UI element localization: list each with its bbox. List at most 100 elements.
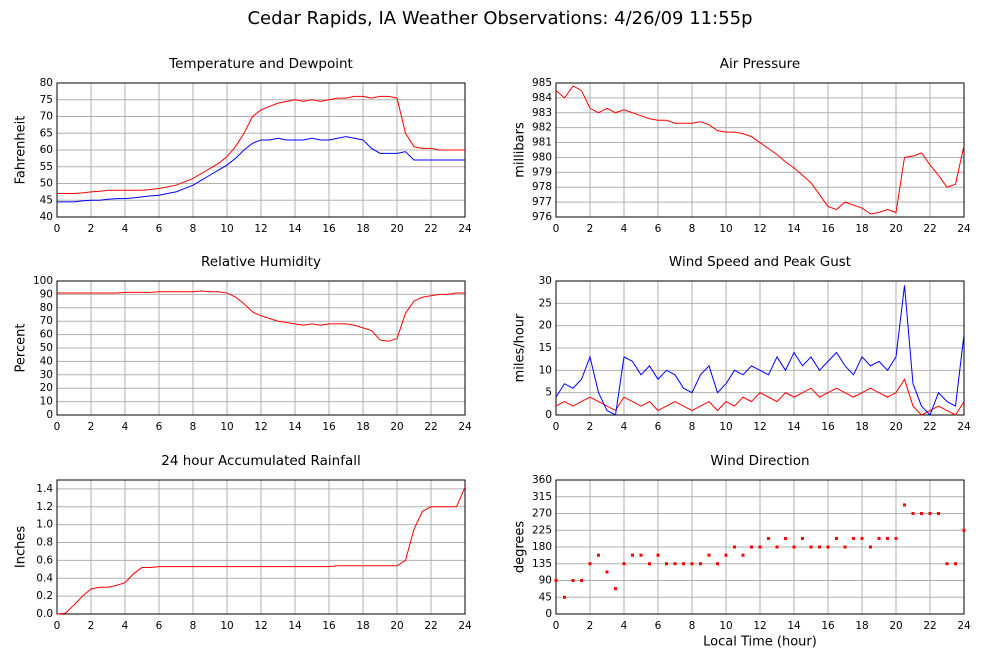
data-point — [614, 587, 617, 591]
y-tick-label: 135 — [532, 558, 552, 570]
data-point — [588, 562, 592, 566]
y-tick-label: 983 — [532, 107, 552, 119]
x-tick-label: 2 — [88, 620, 95, 632]
x-tick-label: 6 — [156, 620, 163, 632]
data-line — [57, 290, 465, 342]
y-tick-label: 70 — [40, 111, 53, 123]
x-tick-label: 16 — [821, 421, 835, 433]
x-tick-label: 18 — [855, 620, 868, 632]
x-tick-label: 14 — [288, 421, 302, 433]
x-tick-label: 6 — [655, 223, 662, 235]
y-tick-label: 977 — [532, 196, 552, 208]
x-tick-label: 12 — [753, 223, 766, 235]
data-line — [555, 85, 965, 215]
y-axis-label: Fahrenheit — [14, 116, 29, 185]
x-tick-label: 22 — [923, 421, 936, 433]
x-tick-label: 12 — [254, 421, 267, 433]
data-line — [56, 486, 466, 615]
x-tick-label: 12 — [753, 421, 766, 433]
data-point — [903, 503, 906, 507]
y-tick-label: 982 — [532, 122, 552, 134]
x-tick-label: 2 — [587, 620, 594, 632]
x-tick-label: 16 — [322, 223, 336, 235]
plot-frame — [56, 479, 466, 615]
data-point — [869, 545, 872, 549]
data-point — [707, 553, 711, 557]
data-point — [809, 545, 813, 549]
data-point — [571, 579, 575, 582]
x-tick-label: 0 — [54, 223, 61, 235]
data-point — [639, 553, 643, 557]
x-tick-label: 6 — [655, 620, 662, 632]
data-point — [860, 536, 864, 540]
x-tick-label: 20 — [390, 421, 403, 433]
chart-title: Wind Speed and Peak Gust — [669, 254, 851, 270]
data-point — [724, 553, 728, 557]
y-axis-label: Inches — [14, 526, 29, 568]
x-tick-label: 0 — [553, 223, 560, 235]
x-tick-label: 2 — [587, 421, 594, 433]
chart-title: 24 hour Accumulated Rainfall — [161, 453, 360, 469]
x-tick-label: 24 — [957, 421, 971, 433]
x-tick-label: 24 — [957, 620, 971, 632]
y-tick-label: 80 — [40, 77, 53, 89]
y-tick-label: 0.0 — [36, 608, 53, 620]
y-tick-label: 15 — [539, 342, 552, 354]
y-tick-label: 225 — [532, 524, 552, 536]
y-tick-label: 40 — [40, 211, 53, 223]
x-tick-label: 24 — [458, 421, 472, 433]
data-point — [767, 536, 770, 540]
x-tick-label: 4 — [122, 421, 129, 433]
data-point — [554, 579, 558, 582]
x-tick-label: 8 — [190, 620, 197, 632]
data-point — [954, 562, 957, 566]
y-tick-label: 55 — [40, 161, 53, 173]
data-point — [911, 512, 915, 515]
x-tick-label: 16 — [322, 421, 336, 433]
y-tick-label: 984 — [532, 92, 552, 104]
y-axis-label: Percent — [14, 324, 29, 373]
data-line — [555, 285, 965, 416]
plot-frame — [555, 82, 965, 218]
y-tick-label: 1.4 — [36, 483, 53, 495]
y-tick-label: 90 — [40, 288, 53, 300]
x-tick-label: 0 — [54, 421, 61, 433]
x-tick-label: 20 — [889, 421, 902, 433]
y-tick-label: 70 — [40, 315, 53, 327]
y-tick-label: 25 — [539, 297, 552, 309]
y-tick-label: 90 — [539, 575, 552, 587]
x-tick-label: 14 — [288, 223, 302, 235]
plot-frame — [555, 479, 965, 615]
chart-title: Air Pressure — [720, 56, 800, 72]
y-tick-label: 30 — [40, 369, 53, 381]
y-tick-label: 1.0 — [36, 519, 53, 531]
x-tick-label: 10 — [719, 620, 732, 632]
x-tick-label: 6 — [156, 223, 163, 235]
plot-frame — [555, 280, 965, 416]
data-point — [716, 562, 719, 566]
y-tick-label: 50 — [40, 342, 53, 354]
x-tick-label: 12 — [254, 223, 267, 235]
data-point — [937, 512, 940, 515]
x-tick-label: 8 — [190, 421, 197, 433]
y-tick-label: 45 — [40, 194, 53, 206]
y-tick-label: 30 — [539, 275, 552, 287]
y-tick-label: 0.4 — [36, 572, 53, 584]
x-tick-label: 16 — [821, 620, 835, 632]
data-point — [792, 545, 796, 549]
y-tick-label: 1.2 — [36, 501, 53, 513]
data-point — [962, 528, 966, 532]
y-tick-label: 20 — [539, 320, 552, 332]
data-point — [648, 562, 651, 566]
x-tick-label: 6 — [655, 421, 662, 433]
data-point — [826, 545, 830, 549]
x-tick-label: 14 — [288, 620, 302, 632]
data-point — [877, 536, 881, 540]
data-point — [758, 545, 762, 549]
y-tick-label: 0 — [46, 409, 53, 421]
data-point — [605, 570, 609, 574]
y-tick-label: 5 — [545, 387, 552, 399]
chart-title: Wind Direction — [710, 453, 809, 469]
data-line — [57, 95, 465, 195]
